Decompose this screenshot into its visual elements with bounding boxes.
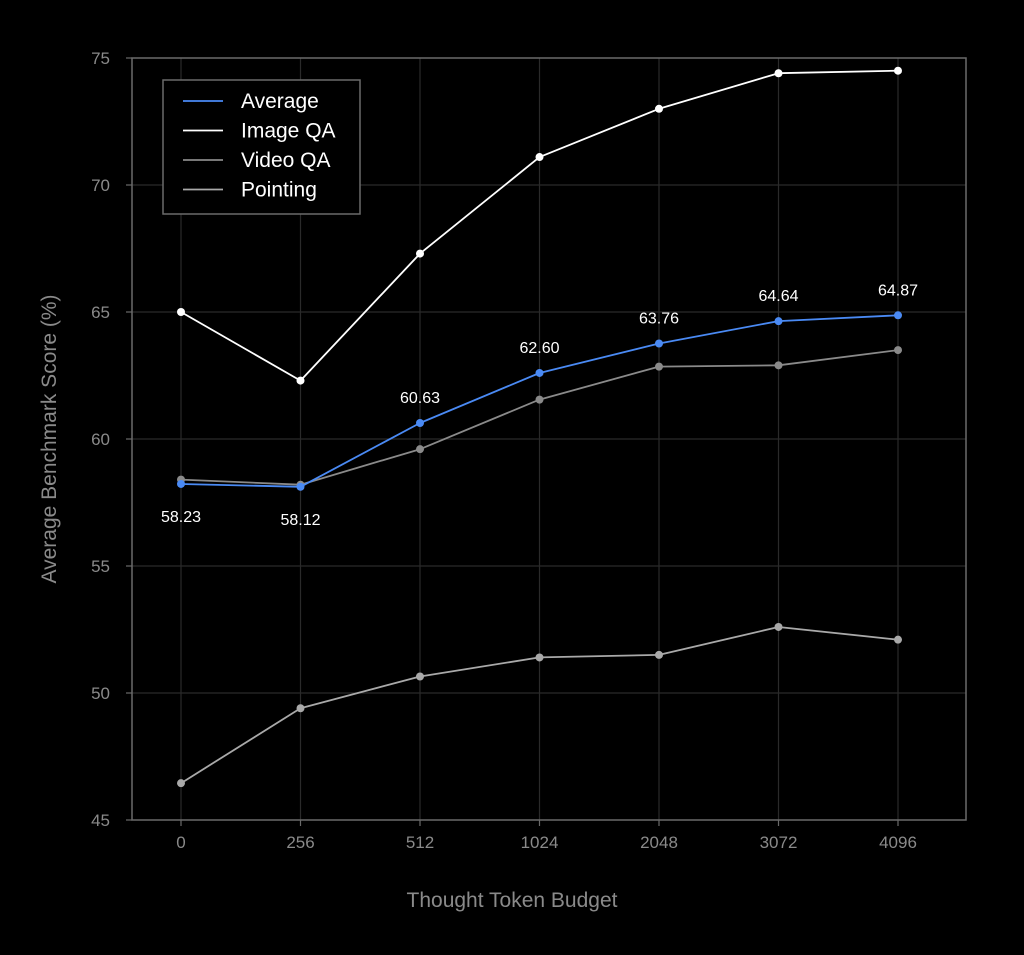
x-axis-title: Thought Token Budget [407, 889, 618, 912]
data-point-average [535, 368, 544, 377]
x-tick-label: 3072 [760, 833, 798, 852]
data-point-image-qa [416, 249, 424, 258]
average-value-label: 62.60 [519, 340, 559, 357]
data-point-video-qa [535, 395, 544, 404]
y-tick-label: 75 [91, 49, 110, 68]
data-point-image-qa [177, 308, 185, 316]
x-tick-label: 512 [406, 833, 434, 852]
y-axis-ticks: 45 50 55 60 65 70 75 [91, 49, 132, 830]
average-value-label: 58.12 [280, 512, 320, 529]
data-point-average [296, 482, 305, 491]
data-point-video-qa [416, 445, 424, 454]
legend-box [162, 79, 361, 215]
legend-label-video-qa: Video QA [241, 149, 331, 172]
data-point-pointing [655, 650, 663, 659]
data-point-video-qa [774, 361, 783, 370]
y-tick-label: 45 [91, 811, 110, 830]
average-value-label: 64.87 [878, 282, 918, 299]
data-point-average [416, 418, 424, 427]
data-point-pointing [296, 704, 305, 713]
data-point-average [177, 479, 185, 488]
data-point-image-qa [774, 69, 783, 78]
data-point-image-qa [655, 104, 663, 113]
y-tick-label: 50 [91, 684, 110, 703]
x-tick-label: 256 [286, 833, 314, 852]
data-point-video-qa [894, 346, 902, 355]
legend-label-average: Average [241, 90, 319, 113]
data-point-average [894, 311, 902, 320]
legend-label-pointing: Pointing [241, 179, 317, 202]
y-tick-label: 60 [91, 430, 110, 449]
x-tick-label: 4096 [879, 833, 917, 852]
data-point-image-qa [296, 376, 305, 385]
data-labels: 58.23 58.12 60.63 62.60 63.76 64.64 64.87 [161, 282, 918, 528]
series-layer [177, 66, 902, 788]
data-point-average [774, 317, 783, 326]
data-point-pointing [535, 653, 544, 662]
data-point-pointing [774, 622, 783, 631]
x-tick-label: 2048 [640, 833, 678, 852]
x-tick-label: 1024 [521, 833, 559, 852]
data-point-image-qa [894, 66, 902, 75]
y-tick-label: 70 [91, 176, 110, 195]
average-value-label: 63.76 [639, 310, 679, 327]
y-tick-label: 55 [91, 557, 110, 576]
average-value-label: 58.23 [161, 509, 201, 526]
y-axis-title: Average Benchmark Score (%) [38, 294, 61, 583]
x-axis-ticks: 0 256 512 1024 2048 3072 4096 [176, 820, 917, 852]
data-point-image-qa [535, 153, 544, 162]
data-point-video-qa [655, 362, 663, 371]
average-value-label: 60.63 [400, 390, 440, 407]
data-point-average [655, 339, 663, 348]
data-point-pointing [894, 635, 902, 644]
x-tick-label: 0 [176, 833, 185, 852]
data-point-pointing [177, 779, 185, 788]
legend: Average Image QA Video QA Pointing [162, 79, 361, 215]
data-point-pointing [416, 672, 424, 681]
average-value-label: 64.64 [758, 288, 798, 305]
y-tick-label: 65 [91, 303, 110, 322]
legend-label-image-qa: Image QA [241, 120, 336, 143]
